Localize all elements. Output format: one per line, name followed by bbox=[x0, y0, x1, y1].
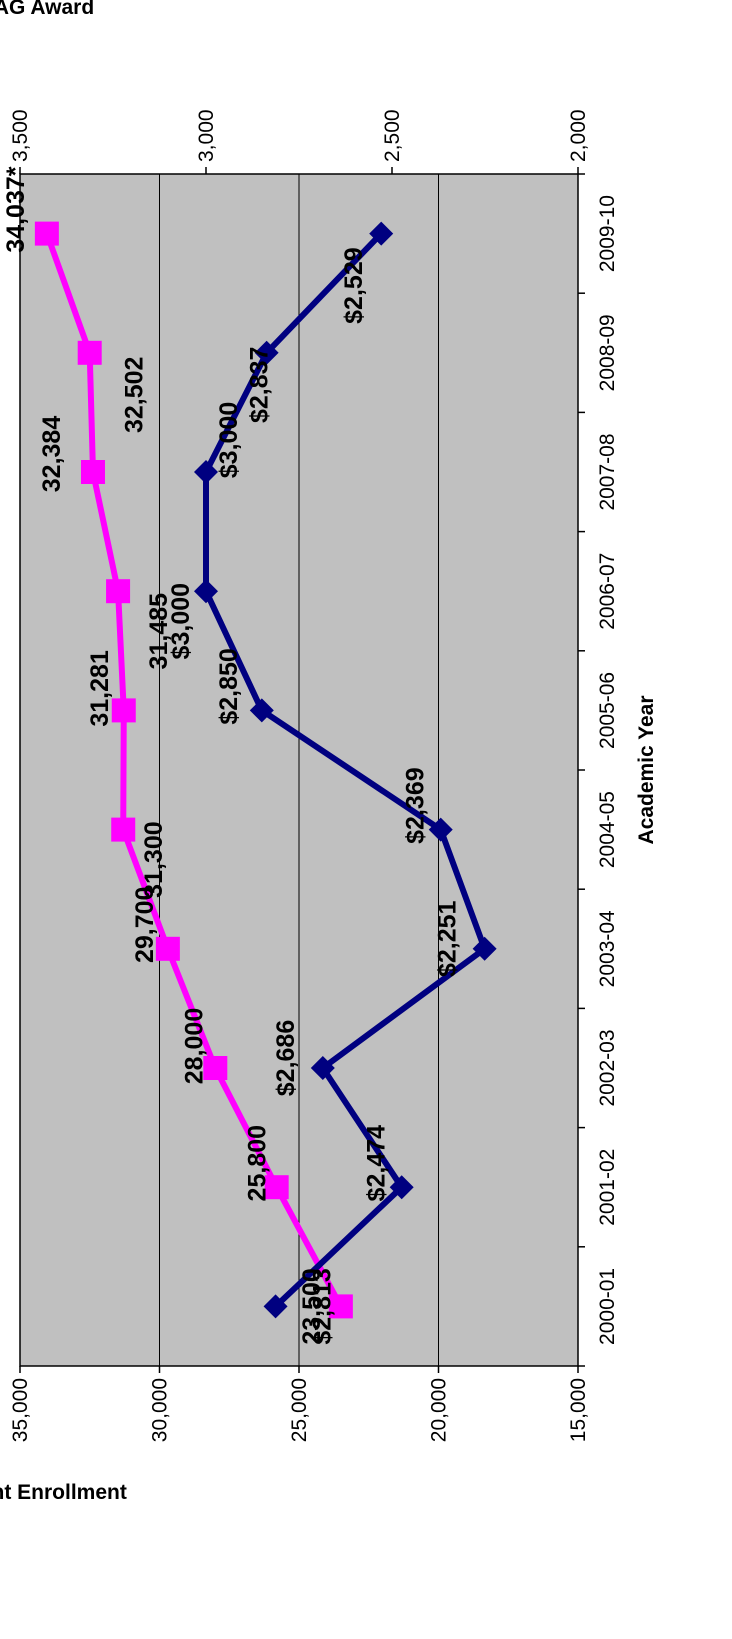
frag-award-data-label: $2,529 bbox=[340, 247, 368, 323]
enrollment-data-label: 28,000 bbox=[180, 1008, 208, 1084]
enrollment-marker bbox=[106, 579, 131, 604]
enrollment-data-label: 31,300 bbox=[140, 821, 168, 897]
enrollment-marker bbox=[111, 817, 136, 842]
enrollment-line bbox=[44, 232, 344, 1308]
enrollment-data-label: 23,500 bbox=[298, 1268, 326, 1344]
enrollment-marker bbox=[328, 1294, 353, 1319]
enrollment-data-label: 32,502 bbox=[121, 357, 149, 433]
enrollment-marker bbox=[80, 460, 105, 484]
enrollment-marker bbox=[203, 1056, 228, 1080]
x-tick-label: 2008-09 bbox=[596, 314, 619, 391]
frag-award-marker bbox=[194, 460, 218, 484]
left-tick-label: 15,000 bbox=[567, 1378, 590, 1442]
right-tick-label: 2,000 bbox=[567, 109, 590, 162]
frag-award-data-label: $2,251 bbox=[434, 900, 462, 977]
frag-award-data-label: $2,813 bbox=[309, 1268, 337, 1344]
enrollment-data-label: 29,700 bbox=[131, 887, 159, 963]
frag-award-marker bbox=[369, 221, 394, 246]
x-tick-label: 2007-08 bbox=[596, 433, 619, 510]
right-axis-title: FRAG Award bbox=[0, 0, 94, 19]
left-tick-label: 35,000 bbox=[9, 1378, 32, 1442]
frag-award-data-label: $2,474 bbox=[363, 1125, 391, 1202]
left-axis-title: Student Enrollment bbox=[0, 1481, 127, 1504]
right-axis-ticks: 2,000 2,500 3,000 3,500 bbox=[9, 109, 590, 174]
frag-award-data-label: $2,837 bbox=[246, 347, 274, 423]
x-axis-ticks: 2000-01 2001-02 2002-03 2003-04 2004-05 2005-… bbox=[578, 173, 619, 1367]
frag-award-data-label: $2,686 bbox=[272, 1020, 300, 1096]
enrollment-marker bbox=[77, 340, 102, 365]
right-tick-label: 3,000 bbox=[195, 109, 218, 162]
frag-award-data-label: $3,000 bbox=[215, 402, 243, 478]
enrollment-marker bbox=[34, 221, 59, 246]
x-axis-title: Academic Year bbox=[635, 695, 658, 844]
x-tick-label: 2009-10 bbox=[596, 195, 619, 272]
frag-award-data-label: $3,000 bbox=[167, 583, 195, 659]
enrollment-data-label: 25,800 bbox=[244, 1125, 272, 1201]
frag-award-line bbox=[203, 231, 488, 1309]
x-tick-label: 2003-04 bbox=[596, 910, 619, 987]
frag-award-data-label: $2,369 bbox=[402, 767, 430, 843]
x-tick-label: 2000-01 bbox=[596, 1268, 619, 1345]
gridlines bbox=[159, 174, 439, 1366]
x-tick-label: 2005-06 bbox=[596, 672, 619, 749]
x-tick-label: 2006-07 bbox=[596, 553, 619, 630]
enrollment-marker bbox=[264, 1175, 289, 1200]
frag-award-marker bbox=[472, 936, 497, 961]
frag-award-data-label: $2,850 bbox=[215, 648, 243, 724]
frag-award-marker bbox=[428, 817, 453, 842]
enrollment-marker bbox=[155, 936, 180, 961]
x-tick-label: 2001-02 bbox=[596, 1149, 619, 1226]
frag-award-marker bbox=[249, 698, 274, 723]
series-layer bbox=[34, 221, 497, 1319]
enrollment-marker bbox=[111, 698, 136, 723]
enrollment-data-label: 34,037* bbox=[2, 166, 30, 252]
right-tick-label: 2,500 bbox=[381, 109, 404, 162]
x-tick-label: 2002-03 bbox=[596, 1029, 619, 1106]
frag-award-marker bbox=[310, 1056, 335, 1080]
x-tick-label: 2004-05 bbox=[596, 791, 619, 868]
enrollment-data-label: 31,485 bbox=[145, 593, 173, 670]
right-tick-label: 3,500 bbox=[9, 109, 32, 162]
left-tick-label: 30,000 bbox=[149, 1378, 172, 1442]
enrollment-data-label: 31,281 bbox=[86, 650, 114, 727]
frag-award-marker bbox=[254, 340, 279, 365]
frag-award-marker bbox=[194, 579, 218, 604]
left-tick-label: 25,000 bbox=[288, 1378, 311, 1442]
left-axis-ticks: 15,000 20,000 25,000 30,000 35,000 bbox=[9, 1366, 590, 1442]
left-tick-label: 20,000 bbox=[428, 1378, 451, 1442]
enrollment-data-label: 32,384 bbox=[38, 416, 66, 493]
